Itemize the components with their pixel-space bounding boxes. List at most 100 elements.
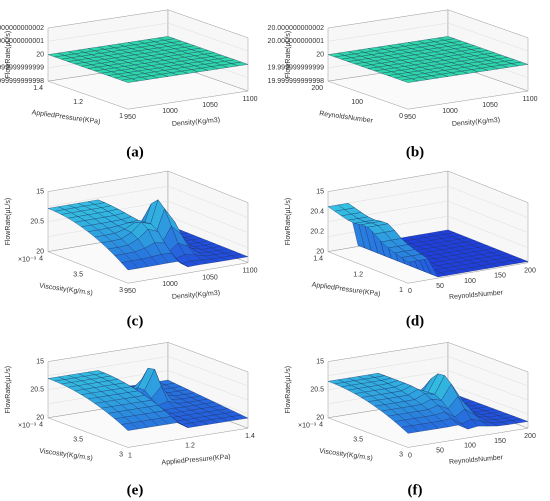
- z-tick-label: 20.000000000002: [0, 25, 44, 32]
- right-tick-label: 1000: [442, 108, 458, 115]
- z-axis-label: FlowRate(μL/s): [5, 31, 12, 79]
- z-tick-label: 20: [316, 248, 324, 255]
- z-tick-label: 20: [316, 415, 324, 422]
- surface-cell: [121, 260, 139, 271]
- left-tick-label: 100: [351, 99, 363, 106]
- surface-cell: [400, 255, 419, 263]
- left-tick-label: 1.4: [313, 255, 323, 262]
- z-tick-label: 20.5: [30, 218, 44, 225]
- left-axis-label: AppliedPressure(KPa): [311, 281, 381, 298]
- left-tick-label: 1.4: [33, 85, 43, 92]
- right-tick-label: 1050: [202, 274, 218, 281]
- right-tick-label: 1050: [482, 102, 498, 109]
- grid-line: [327, 356, 529, 387]
- axis-multiplier: ×10⁻³: [18, 423, 37, 430]
- right-tick-label: 950: [124, 114, 136, 121]
- right-tick-label: 200: [524, 268, 536, 275]
- right-tick-label: 100: [464, 278, 476, 285]
- z-axis-label: FlowRate(μL/s): [5, 198, 12, 246]
- left-axis-label: Viscosity(Kg/m.s): [39, 448, 93, 462]
- surface-cell: [121, 78, 139, 83]
- left-tick-label: 1.2: [73, 99, 83, 106]
- right-axis-label: AppliedPressure(KPa): [161, 454, 231, 467]
- z-tick-label: 19.999999999998: [0, 78, 44, 85]
- right-tick-label: 150: [494, 438, 506, 445]
- right-tick-label: 1050: [202, 102, 218, 109]
- panel-caption: (b): [406, 144, 424, 160]
- right-tick-label: 1100: [522, 96, 537, 103]
- surface-cell: [401, 425, 419, 434]
- left-tick-label: 0: [399, 113, 403, 120]
- surface-cell: [121, 422, 139, 431]
- left-tick-label: 1.2: [353, 271, 363, 278]
- left-tick-label: 3: [119, 287, 123, 294]
- right-tick-label: 50: [436, 283, 444, 290]
- z-axis-label: FlowRate(μL/s): [285, 198, 292, 246]
- right-tick-label: 0: [408, 288, 412, 295]
- z-tick-label: 19.999999999999: [268, 65, 325, 72]
- right-tick-label: 1.4: [245, 433, 255, 440]
- left-tick-label: 3.5: [353, 436, 363, 443]
- z-axis-label: FlowRate(μL/s): [285, 31, 292, 79]
- z-tick-label: 15: [316, 358, 324, 365]
- right-tick-label: 0: [408, 452, 412, 459]
- grid-line: [327, 22, 529, 52]
- z-tick-label: 20.000000000001: [0, 38, 44, 45]
- left-tick-label: 200: [311, 85, 323, 92]
- right-axis-label: Density(Kg/m3): [172, 290, 221, 301]
- grid-line: [327, 185, 529, 218]
- left-tick-label: 4: [319, 422, 323, 429]
- surface-cell: [401, 78, 419, 83]
- left-tick-label: 3: [119, 451, 123, 458]
- panel-caption: (a): [126, 144, 144, 160]
- panel-caption: (d): [406, 313, 424, 329]
- z-axis-label: FlowRate(μL/s): [5, 366, 12, 414]
- grid-line: [327, 200, 529, 233]
- right-axis-label: ReynoldsNumber: [449, 454, 504, 466]
- z-tick-label: 20.000000000001: [268, 38, 325, 45]
- z-tick-label: 20.000000000002: [268, 25, 325, 32]
- left-tick-label: 4: [39, 255, 43, 262]
- panel-caption: (e): [127, 482, 144, 498]
- left-tick-label: 1: [119, 113, 123, 120]
- left-axis-label: ReynoldsNumber: [319, 110, 374, 125]
- z-tick-label: 20: [36, 248, 44, 255]
- z-tick-label: 20.4: [310, 208, 324, 215]
- panel-caption: (f): [408, 482, 423, 498]
- right-axis-label: Density(Kg/m3): [452, 117, 501, 128]
- left-axis-label: Viscosity(Kg/m.s): [319, 448, 373, 462]
- right-tick-label: 150: [494, 273, 506, 280]
- left-tick-label: 3.5: [73, 271, 83, 278]
- left-tick-label: 1: [399, 287, 403, 294]
- right-tick-label: 950: [404, 114, 416, 121]
- left-axis-label: Viscosity(Kg/m.s): [39, 283, 93, 297]
- right-tick-label: 1.2: [185, 443, 195, 450]
- left-tick-label: 4: [39, 422, 43, 429]
- grid-line: [47, 356, 249, 387]
- z-tick-label: 19.999999999998: [268, 78, 325, 85]
- right-tick-label: 1: [128, 452, 132, 459]
- right-axis-label: Density(Kg/m3): [172, 117, 221, 128]
- right-tick-label: 100: [464, 443, 476, 450]
- z-tick-label: 20: [36, 415, 44, 422]
- z-tick-label: 15: [36, 358, 44, 365]
- z-tick-label: 15: [36, 188, 44, 195]
- right-tick-label: 200: [524, 433, 536, 440]
- z-axis-label: FlowRate(μL/s): [285, 366, 292, 414]
- right-axis-label: ReynoldsNumber: [449, 289, 504, 301]
- z-tick-label: 20.5: [310, 387, 324, 394]
- grid-line: [47, 185, 249, 218]
- z-tick-label: 15: [316, 188, 324, 195]
- panel-caption: (c): [127, 313, 144, 329]
- right-tick-label: 50: [436, 447, 444, 454]
- z-tick-label: 19.999999999999: [0, 65, 44, 72]
- right-tick-label: 1000: [162, 281, 178, 288]
- left-tick-label: 3: [399, 451, 403, 458]
- left-axis-label: AppliedPressure(KPa): [31, 109, 101, 126]
- z-tick-label: 20: [36, 51, 44, 58]
- right-tick-label: 950: [124, 288, 136, 295]
- axis-multiplier: ×10⁻³: [298, 423, 317, 430]
- z-tick-label: 20.5: [30, 387, 44, 394]
- right-tick-label: 1100: [242, 268, 257, 275]
